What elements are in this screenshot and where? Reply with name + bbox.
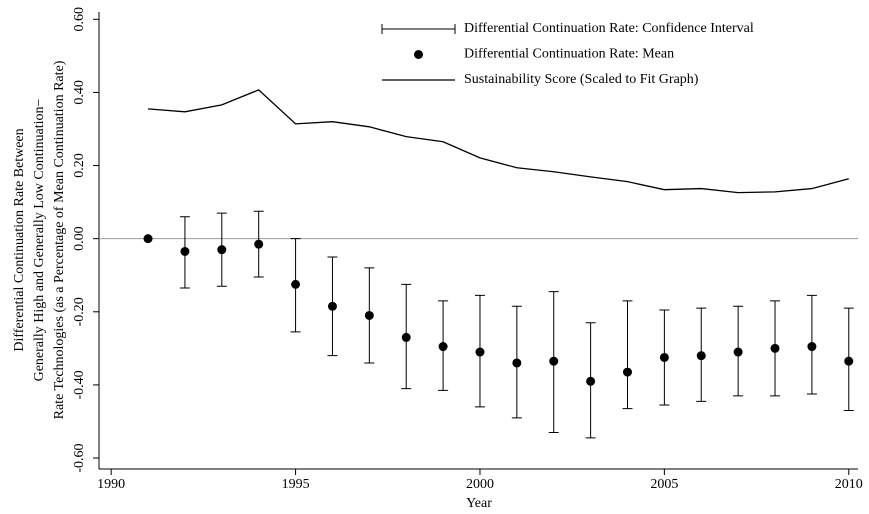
y-axis-label: Differential Continuation Rate Between [12,128,27,351]
error-bar [622,300,633,410]
x-tick-label: 2010 [835,477,863,492]
mean-point [180,246,190,256]
mean-point [217,245,227,255]
legend-label: Differential Continuation Rate: Mean [464,47,674,62]
x-axis-label: Year [466,496,492,511]
legend-label: Differential Continuation Rate: Confiden… [464,21,754,36]
mean-point [401,332,411,342]
legend-symbol [414,50,423,59]
sustainability-line [147,89,849,194]
mean-point [438,342,448,352]
y-tick-label: -0.20 [72,297,87,326]
mean-point [622,367,632,377]
legend-symbol [381,24,456,34]
y-tick-label: 0.60 [72,7,87,32]
mean-point [807,342,817,352]
mean-point [291,279,301,289]
mean-point [586,376,596,386]
y-tick-label: -0.40 [72,370,87,399]
y-tick-label: 0.00 [72,226,87,251]
mean-point [770,343,780,353]
y-tick-label: 0.40 [72,80,87,105]
mean-point [659,352,669,362]
mean-point [143,234,153,244]
legend-label: Sustainability Score (Scaled to Fit Grap… [464,72,699,87]
x-tick-label: 2000 [466,477,494,492]
mean-point [475,347,485,357]
mean-point [364,310,374,320]
x-tick-label: 1990 [97,477,125,492]
mean-point [696,351,706,361]
mean-point [327,301,337,311]
x-tick-label: 2005 [650,477,678,492]
mean-point [512,358,522,368]
mean-point [254,239,264,249]
x-tick-label: 1995 [282,477,310,492]
y-axis-label: Generally High and Generally Low Continu… [32,99,47,382]
mean-point [844,356,854,366]
mean-point [733,347,743,357]
y-axis-label: Rate Technologies (as a Percentage of Me… [52,60,67,419]
y-tick-label: 0.20 [72,153,87,178]
y-tick-label: -0.60 [72,443,87,472]
mean-point [549,356,559,366]
